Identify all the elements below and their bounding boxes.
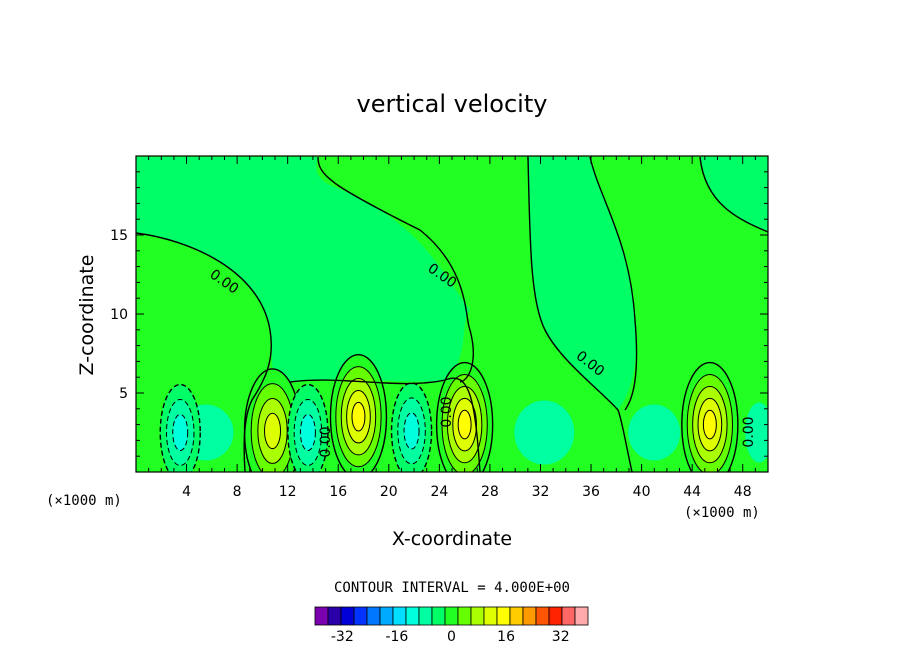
feature-4 [681,361,739,472]
x-tick-label: 48 [734,484,752,500]
zero-contour-1 [136,232,272,472]
x-tick-label: 28 [481,484,499,500]
x-tick-label: 40 [633,484,651,500]
colorbar-cell [444,606,459,626]
colorbar-tick-label: 32 [552,629,570,645]
x-tick-label: 16 [329,484,347,500]
y-tick-label: 5 [119,386,128,402]
feature-7 [390,382,433,472]
colorbar-cell [431,606,446,626]
contour-ring-5 [457,409,472,440]
zero-contour-3 [527,156,633,472]
colorbar-cell [392,606,407,626]
negative-band-3 [700,157,768,232]
contour-ring-5 [351,401,366,432]
colorbar: -32 -16 0 16 32 [314,606,589,645]
contour-plot: 0.00 0.000.000.000.000.004 8 12 16 20 24 28 32 36… [110,155,769,500]
x-tick-label: 4 [182,484,191,500]
x-tick-label: 32 [532,484,550,500]
colorbar-cell [561,606,576,626]
x-tick-label: 20 [380,484,398,500]
contour-label-5: 0.00 [439,396,455,427]
colorbar-cell [353,606,368,626]
colorbar-tick-label: 0 [447,629,456,645]
colorbar-cell [418,606,433,626]
x-tick-label: 36 [582,484,600,500]
colorbar-tick-label: -32 [331,629,354,645]
contour-interval-text: CONTOUR INTERVAL = 4.000E+00 [334,580,570,596]
colorbar-tick-label: 16 [497,629,515,645]
colorbar-cell [379,606,394,626]
colorbar-cell [314,606,329,626]
zero-contour-6 [289,377,481,472]
colorbar-cell [457,606,472,626]
feature-5 [159,383,201,472]
x-tick-label: 24 [430,484,448,500]
chart-title: vertical velocity [357,90,548,118]
colorbar-cell [327,606,342,626]
colorbar-cell [366,606,381,626]
contour-ring-3 [403,412,420,450]
zero-contour-2 [317,156,474,383]
zero-contour-4 [589,156,638,411]
feature-6 [287,383,329,472]
y-axis-label: Z-coordinate [76,255,98,376]
colorbar-cell [509,606,524,626]
colorbar-cell [574,606,589,626]
feature-1 [243,368,302,472]
negative-band-2 [528,157,637,410]
colorbar-cell [548,606,563,626]
x-tick-label: 44 [683,484,701,500]
x-tick-label: 12 [279,484,297,500]
colorbar-tick-label: -16 [385,629,408,645]
y-tick-label: 15 [110,228,128,244]
x-tick-label: 8 [233,484,242,500]
low-patch-2 [514,400,575,465]
colorbar-cell [522,606,537,626]
y-tick-label: 10 [110,307,128,323]
contour-label-6: 0.00 [741,416,757,447]
contour-ring-4 [264,412,282,450]
contour-ring-3 [299,414,316,451]
colorbar-cell [470,606,485,626]
negative-band-1 [136,157,470,382]
low-patch-3 [628,404,681,461]
colorbar-cell [496,606,511,626]
low-patch-4 [745,402,768,463]
x-axis-label: X-coordinate [392,528,512,550]
colorbar-cell [405,606,420,626]
contour-label-4: 0.00 [318,426,334,457]
x-unit-note-right: (×1000 m) [684,505,760,521]
zero-contour-5 [699,156,768,233]
colorbar-cell [340,606,355,626]
contour-ring-5 [702,409,717,440]
colorbar-cell [535,606,550,626]
contour-ring-3 [172,414,189,451]
field-layer: 0.00 0.000.000.000.000.00 [136,156,768,472]
colorbar-cell [483,606,498,626]
feature-2 [329,354,388,472]
x-unit-note-left: (×1000 m) [46,493,122,509]
